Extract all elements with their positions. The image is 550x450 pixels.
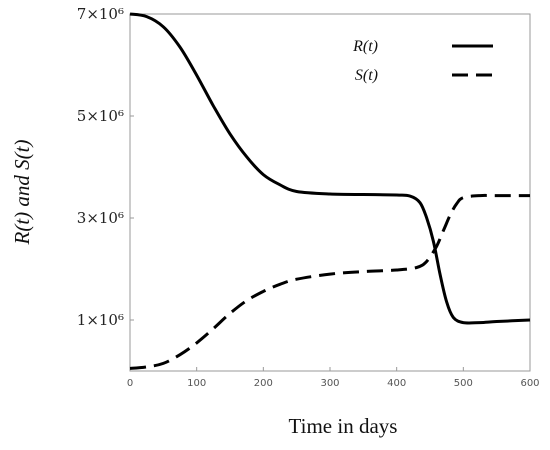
x-tick-label: 500 [454, 378, 473, 389]
x-tick-label: 600 [520, 378, 539, 389]
series-line-s [129, 193, 530, 370]
y-tick-label: 1×10⁶ [77, 311, 124, 329]
series-lines [129, 12, 531, 370]
x-tick-label: 100 [187, 378, 206, 389]
x-tick-label: 300 [320, 378, 339, 389]
x-axis-label: Time in days [289, 414, 398, 438]
x-tick-label: 400 [387, 378, 406, 389]
y-tick-label: 3×10⁶ [77, 209, 124, 227]
x-axis: 0 100 200 300 400 500 600 [127, 367, 540, 389]
series-line-r [129, 12, 531, 325]
y-tick-label: 7×10⁶ [77, 5, 124, 23]
y-axis-label: R(t) and S(t) [10, 140, 34, 246]
y-tick-label: 5×10⁶ [77, 107, 124, 125]
x-tick-label: 200 [254, 378, 273, 389]
y-axis: 1×10⁶ 3×10⁶ 5×10⁶ 7×10⁶ [77, 5, 134, 329]
legend: R(t) S(t) [352, 38, 493, 84]
legend-label: S(t) [355, 67, 378, 84]
legend-label: R(t) [352, 38, 378, 55]
x-tick-label: 0 [127, 378, 133, 389]
